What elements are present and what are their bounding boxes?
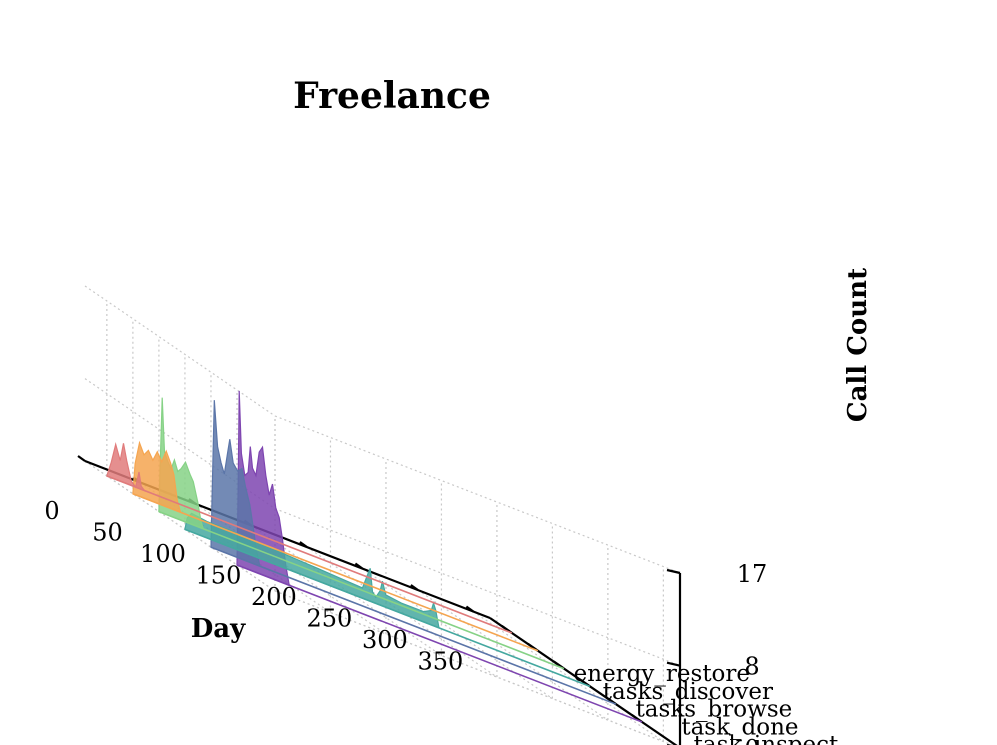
- series-area: [106, 442, 147, 492]
- z-tick-mark: [666, 661, 681, 667]
- floor-grid-line: [362, 568, 553, 700]
- x-tick-label: 250: [306, 605, 352, 633]
- series-baseline: [106, 475, 513, 634]
- x-tick-label: 0: [44, 497, 59, 525]
- x-tick-label: 150: [196, 562, 242, 590]
- x-axis-title: Day: [191, 614, 246, 644]
- z-tick-label: 0: [744, 735, 759, 745]
- series-task-inspect: [210, 400, 617, 705]
- z-tick-mark: [666, 568, 681, 575]
- y-tick-label: tasks_discover: [603, 679, 773, 705]
- series-baseline: [158, 510, 565, 670]
- series-layer: [106, 390, 643, 723]
- x-tick-mark: [354, 562, 364, 570]
- side-wall-grid-line: [84, 460, 276, 592]
- x-tick-label: 50: [92, 519, 123, 547]
- x-tick-label: 100: [140, 540, 186, 568]
- back-wall-grid-line: [274, 590, 674, 745]
- x-tick-mark: [299, 541, 308, 548]
- floor-grid-line: [473, 611, 664, 743]
- series-area: [210, 400, 261, 568]
- x-tick-label: 350: [417, 648, 463, 676]
- y-tick-label: tasks_browse: [636, 697, 793, 723]
- floor-grid-line: [417, 589, 609, 721]
- x-tick-mark: [410, 584, 419, 591]
- z-tick-label: 17: [737, 560, 768, 588]
- x-tick-label: 300: [362, 626, 408, 654]
- series-baseline: [132, 493, 539, 652]
- series-area: [132, 440, 182, 514]
- chart-title: Freelance: [293, 75, 491, 117]
- y-tick-label: energy_restore: [574, 661, 750, 687]
- y-tick-label: task_done: [681, 714, 798, 740]
- back-wall-grid-line: [274, 508, 681, 667]
- back-wall-grid-line: [274, 415, 681, 574]
- series-baseline: [210, 546, 617, 705]
- series-baseline: [236, 564, 643, 723]
- series-energy-restore: [106, 442, 513, 634]
- y-tick-label: task_inspect: [694, 732, 839, 745]
- x-tick-mark: [77, 455, 86, 462]
- z-tick-label: 8: [744, 653, 759, 681]
- z-axis-title: Call Count: [843, 268, 873, 422]
- x-tick-label: 200: [251, 583, 297, 611]
- side-wall-grid-line: [84, 285, 276, 417]
- label-layer: 0501001502002503003500817solution_submit…: [44, 497, 839, 745]
- series-tasks-discover: [132, 440, 539, 652]
- x-tick-mark: [465, 605, 474, 613]
